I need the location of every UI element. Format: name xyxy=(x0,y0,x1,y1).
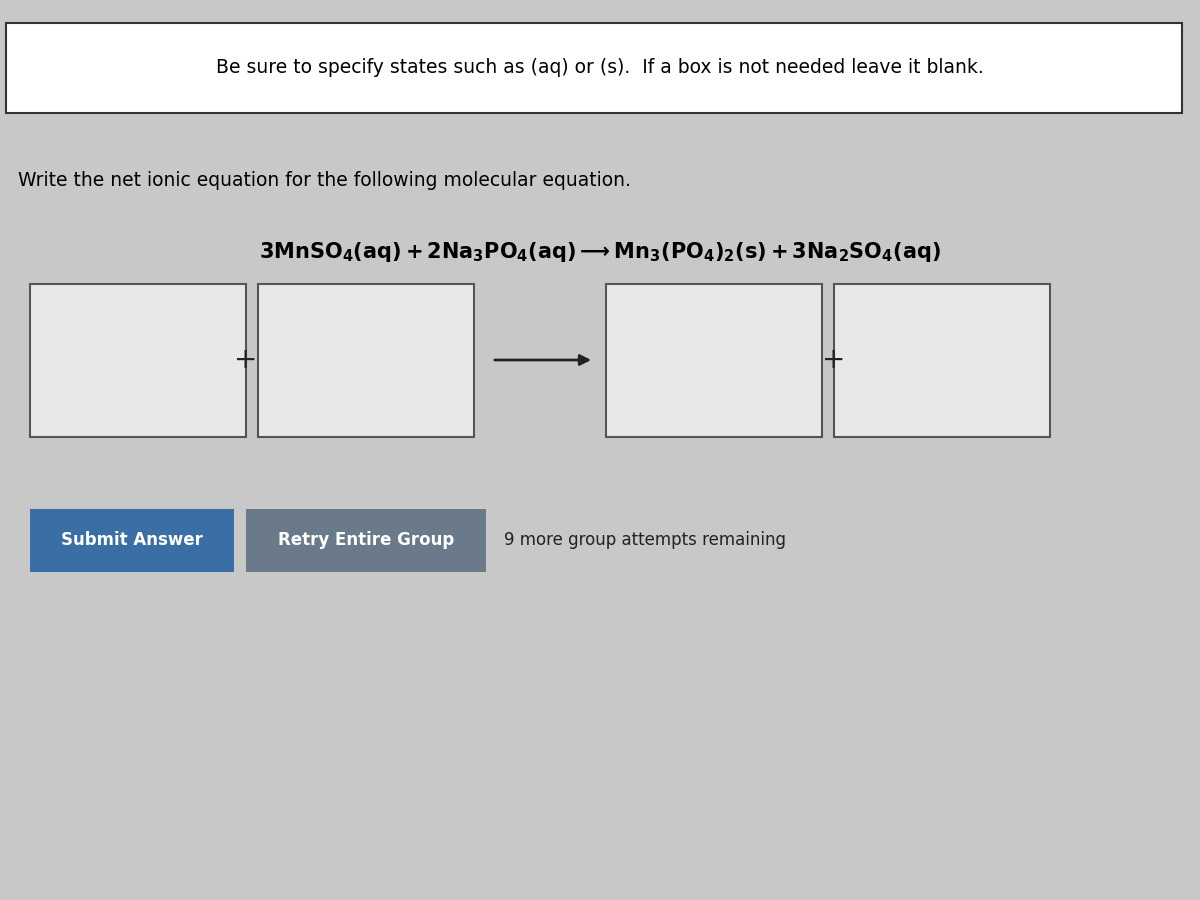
FancyBboxPatch shape xyxy=(246,508,486,572)
FancyBboxPatch shape xyxy=(30,284,246,436)
FancyBboxPatch shape xyxy=(6,22,1182,112)
FancyBboxPatch shape xyxy=(258,284,474,436)
Text: 9 more group attempts remaining: 9 more group attempts remaining xyxy=(504,531,786,549)
Text: +: + xyxy=(234,346,258,374)
FancyBboxPatch shape xyxy=(606,284,822,436)
FancyBboxPatch shape xyxy=(834,284,1050,436)
Text: Write the net ionic equation for the following molecular equation.: Write the net ionic equation for the fol… xyxy=(18,170,631,190)
Text: Submit Answer: Submit Answer xyxy=(61,531,203,549)
Text: Retry Entire Group: Retry Entire Group xyxy=(278,531,454,549)
FancyBboxPatch shape xyxy=(30,508,234,572)
Text: +: + xyxy=(822,346,846,374)
Text: Be sure to specify states such as (aq) or (s).  If a box is not needed leave it : Be sure to specify states such as (aq) o… xyxy=(216,58,984,77)
Text: $\bf{3MnSO_4(aq) + 2Na_3PO_4(aq) \longrightarrow Mn_3(PO_4)_2(s) + 3Na_2SO_4(aq): $\bf{3MnSO_4(aq) + 2Na_3PO_4(aq) \longri… xyxy=(259,240,941,264)
